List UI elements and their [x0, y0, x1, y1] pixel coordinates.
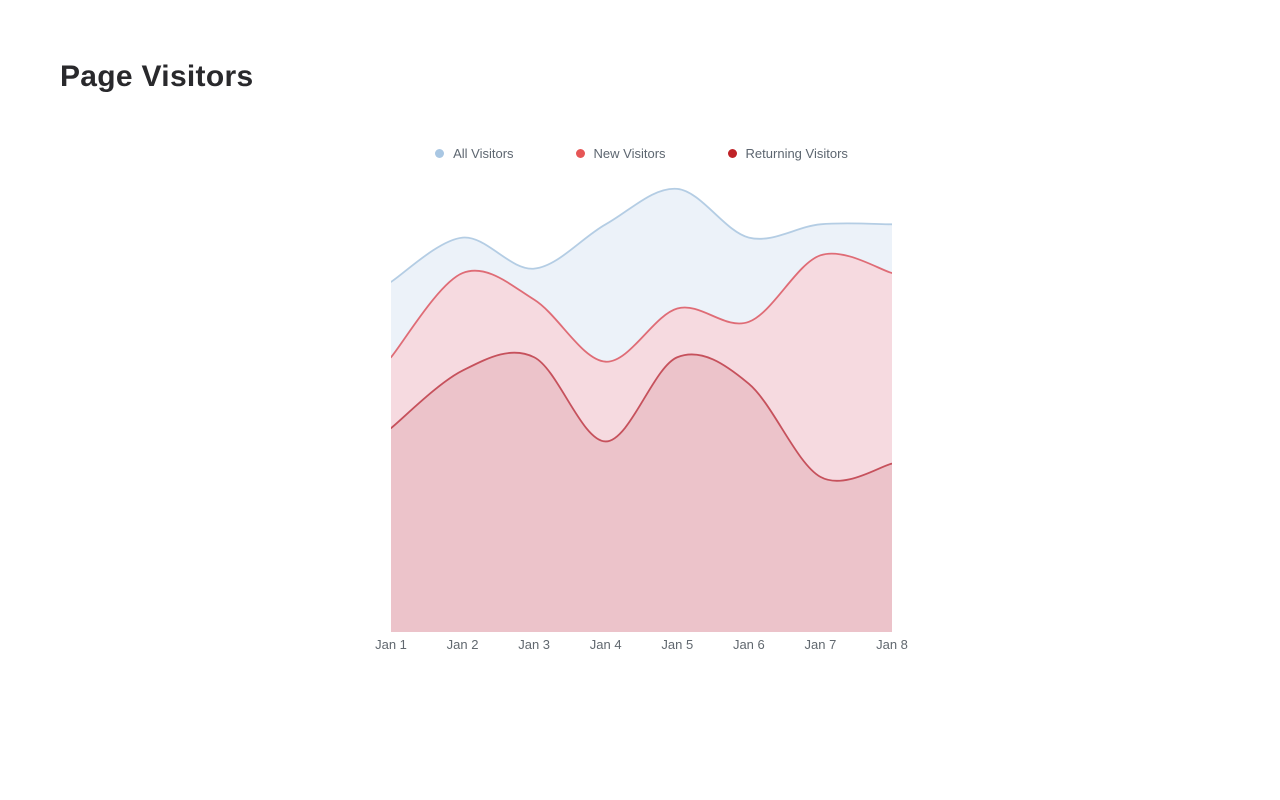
x-axis: Jan 1 Jan 2 Jan 3 Jan 4 Jan 5 Jan 6 Jan 7 Jan 8: [375, 637, 908, 655]
x-axis-tick-label: Jan 5: [661, 637, 694, 652]
legend-dot-icon: [575, 149, 585, 158]
x-axis-tick-label: Jan 1: [375, 637, 407, 652]
x-axis-tick-label: Jan 8: [876, 637, 908, 652]
legend-label-all-visitors: All Visitors: [453, 146, 514, 161]
series-line-returning-visitors: [391, 351, 892, 482]
legend-item-new-visitors[interactable]: New Visitors: [575, 146, 666, 161]
page-title: Page Visitors: [60, 60, 254, 94]
legend-dot-icon: [435, 149, 445, 158]
chart-plot-area: [391, 187, 892, 632]
legend-dot-icon: [727, 149, 737, 158]
x-axis-tick-label: Jan 3: [518, 637, 551, 652]
legend-label-returning-visitors: Returning Visitors: [745, 146, 848, 161]
x-axis-tick-label: Jan 7: [804, 637, 837, 652]
series-line-all-visitors: [391, 187, 892, 283]
legend-item-all-visitors[interactable]: All Visitors: [435, 146, 514, 161]
legend-item-returning-visitors[interactable]: Returning Visitors: [727, 146, 848, 161]
series-area-returning-visitors: [391, 352, 892, 632]
series-line-new-visitors: [391, 252, 892, 363]
x-axis-tick-label: Jan 6: [732, 637, 765, 652]
legend-label-new-visitors: New Visitors: [593, 146, 666, 161]
x-axis-tick-label: Jan 4: [589, 637, 622, 652]
x-axis-tick-label: Jan 2: [446, 637, 479, 652]
chart-legend: All Visitors New Visitors Returning Visi…: [391, 146, 892, 161]
